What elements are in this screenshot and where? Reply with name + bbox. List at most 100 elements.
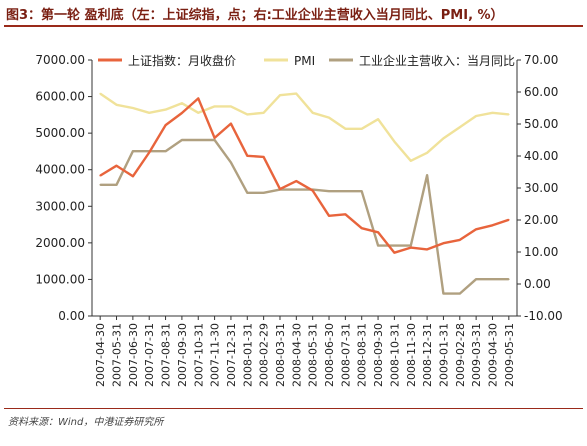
x-axis-tick-label: 2007-10-31 (192, 323, 205, 387)
data-point (181, 102, 183, 104)
data-point (393, 244, 396, 247)
x-axis-tick-label: 2008-07-31 (339, 323, 352, 387)
data-point (213, 105, 216, 108)
data-point (508, 219, 510, 221)
data-point (279, 94, 281, 96)
data-point (262, 112, 265, 114)
right-axis-tick-label: 30.00 (524, 181, 558, 195)
x-axis-tick-label: 2009-05-31 (503, 323, 516, 387)
left-axis-tick-label: 3000.00 (35, 199, 85, 213)
right-axis-tick-label: 70.00 (524, 53, 558, 67)
data-point (262, 156, 265, 158)
data-point (181, 112, 183, 114)
data-point (393, 140, 396, 143)
data-point (360, 227, 363, 229)
data-point (328, 190, 330, 192)
legend-label-1: PMI (294, 54, 315, 68)
x-axis-tick-label: 2008-01-31 (241, 323, 254, 387)
data-point (426, 248, 428, 251)
figure-title: 图3：第一轮 盈利底（左：上证综指，点；右:工业企业主营收入当月同比、PMI, … (6, 8, 504, 23)
data-point (344, 213, 347, 216)
data-point (491, 112, 494, 114)
x-axis-tick-label: 2009-02-28 (454, 323, 467, 387)
data-point (164, 124, 167, 126)
right-axis-tick-label: -10.00 (524, 309, 563, 323)
data-point (426, 174, 428, 176)
data-point (442, 292, 445, 295)
data-point (279, 188, 281, 190)
x-axis-tick-label: 2007-04-30 (94, 323, 107, 387)
data-point (295, 92, 298, 95)
data-point (459, 239, 461, 241)
data-point (262, 192, 265, 194)
data-point (360, 128, 363, 130)
x-axis-tick-label: 2008-11-30 (405, 323, 418, 387)
data-point (181, 139, 183, 141)
data-point (475, 115, 477, 117)
data-point (295, 180, 298, 182)
left-axis-tick-label: 5000.00 (35, 126, 85, 140)
left-axis-tick-label: 0.00 (58, 309, 85, 323)
title-rule (4, 25, 583, 27)
data-point (115, 184, 118, 186)
data-point (99, 174, 101, 177)
right-axis-tick-label: 0.00 (524, 277, 551, 291)
data-point (491, 278, 494, 281)
series-layer (99, 92, 510, 295)
legend-label-2: 工业企业主营收入：当月同比 (359, 53, 515, 68)
data-point (115, 104, 118, 106)
data-point (442, 242, 445, 244)
data-point (393, 251, 396, 254)
left-axis-tick-label: 2000.00 (35, 236, 85, 250)
data-point (410, 244, 412, 247)
x-axis-tick-label: 2007-09-30 (176, 323, 189, 387)
data-point (213, 137, 216, 139)
x-axis-tick-label: 2008-04-30 (290, 323, 303, 387)
data-point (410, 246, 412, 249)
x-axis-tick-label: 2008-02-29 (258, 323, 271, 387)
data-point (360, 190, 363, 192)
data-point (230, 105, 232, 108)
x-axis-tick-label: 2007-08-31 (160, 323, 173, 387)
left-axis-tick-label: 4000.00 (35, 163, 85, 177)
data-point (328, 215, 330, 217)
data-point (132, 150, 134, 152)
x-axis-tick-label: 2007-11-30 (209, 323, 222, 387)
data-point (442, 137, 445, 140)
series-line-2 (100, 138, 509, 295)
x-axis-tick-label: 2007-07-31 (143, 323, 156, 387)
data-point (377, 118, 379, 120)
data-point (99, 184, 101, 186)
right-axis-tick-label: 50.00 (524, 117, 558, 131)
data-point (230, 122, 232, 125)
data-point (508, 113, 510, 116)
legend-label-0: 上证指数：月收盘价 (128, 53, 236, 68)
data-point (230, 161, 232, 164)
right-axis-tick-label: 60.00 (524, 85, 558, 99)
x-axis-tick-label: 2007-12-31 (225, 323, 238, 387)
data-point (295, 188, 298, 191)
data-point (344, 190, 347, 192)
data-point (148, 112, 150, 114)
data-point (475, 228, 477, 231)
data-point (197, 112, 200, 114)
data-point (213, 139, 216, 141)
series-line-0 (99, 97, 510, 254)
x-axis-tick-label: 2008-03-31 (274, 323, 287, 387)
source-note: 资料来源：Wind，中港证券研究所 (8, 417, 164, 428)
x-axis-tick-label: 2007-05-31 (111, 323, 124, 387)
right-axis-tick-label: 40.00 (524, 149, 558, 163)
data-point (164, 150, 167, 152)
x-axis-tick-label: 2009-03-31 (470, 323, 483, 387)
data-point (246, 192, 249, 194)
data-point (491, 224, 494, 227)
x-axis-tick-label: 2008-08-31 (356, 323, 369, 387)
data-point (99, 92, 101, 95)
data-point (132, 175, 134, 178)
data-point (311, 112, 314, 114)
right-axis-tick-label: 20.00 (524, 213, 558, 227)
data-point (459, 126, 461, 128)
x-axis-tick-label: 2008-12-31 (421, 323, 434, 387)
left-axis-tick-label: 6000.00 (35, 90, 85, 104)
